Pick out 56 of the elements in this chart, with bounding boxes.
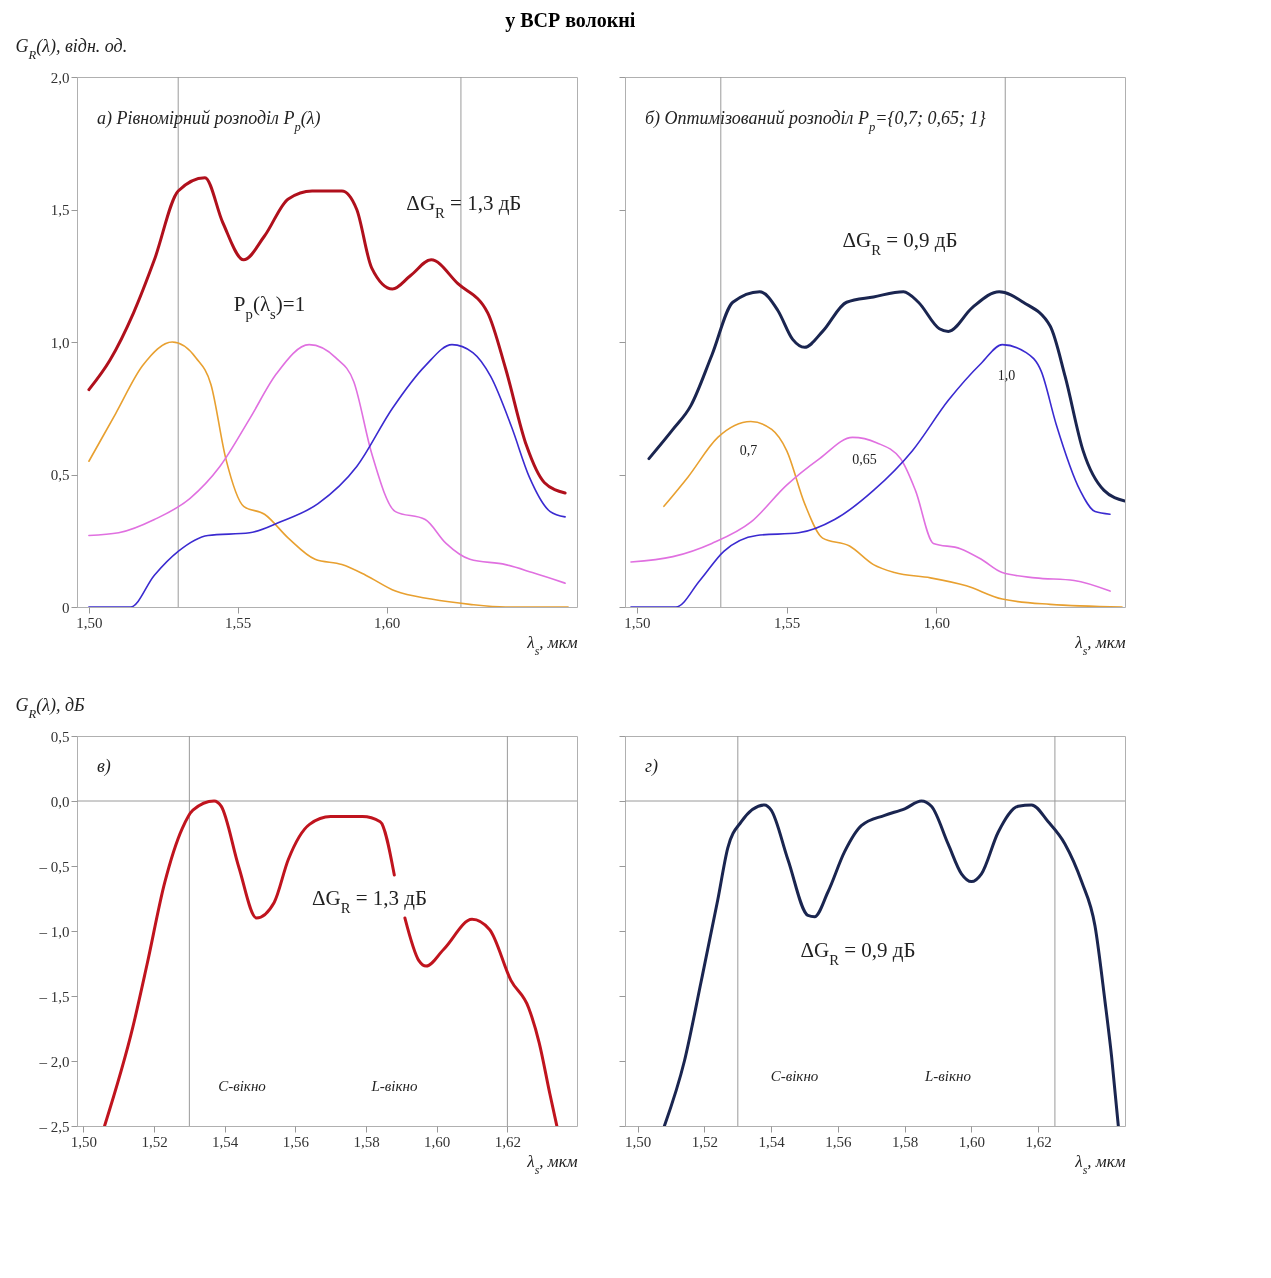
x-tick-label: 1,62 — [1025, 1133, 1052, 1150]
x-tick-label: 1,50 — [76, 614, 103, 631]
x-tick-label: 1,52 — [141, 1133, 168, 1150]
x-axis-title: λ$_{s}$, мкм — [1074, 1151, 1126, 1177]
annotation: б) Оптимізований розподіл P$_{p}$={0,7; 0,65; 1} — [645, 108, 987, 135]
y-tick-label: 0,5 — [50, 467, 70, 483]
x-tick-label: 1,55 — [225, 614, 252, 631]
x-tick-label: 1,50 — [70, 1133, 97, 1150]
x-axis-title: λ$_{s}$, мкм — [1074, 632, 1126, 658]
annotation: в) — [97, 756, 111, 778]
annotation: P$_{p}$(λ$_{s}$)=1 — [233, 291, 306, 322]
y-tick-label: 2,0 — [50, 69, 70, 86]
y-tick-label: 1,5 — [50, 202, 70, 218]
annotation: а) Рівномірний розподіл P$_{p}$(λ) — [97, 108, 321, 135]
annotation: 0,7 — [739, 442, 758, 458]
annotation: ΔG$_{R}$ = 1,3 дБ — [406, 191, 522, 222]
y-tick-label: – 2,0 — [38, 1053, 70, 1070]
x-tick-label: 1,56 — [282, 1133, 310, 1150]
annotation: L-вікно — [370, 1077, 418, 1094]
y-tick-label: – 1,5 — [38, 988, 70, 1005]
x-tick-label: 1,55 — [774, 614, 801, 631]
annotation: ΔG$_{R}$ = 0,9 дБ — [842, 228, 958, 259]
x-tick-label: 1,60 — [923, 614, 950, 631]
annotation: C-вікно — [770, 1068, 819, 1085]
x-tick-label: 1,54 — [212, 1133, 239, 1150]
annotation: г) — [645, 756, 659, 778]
y-tick-label: – 1,0 — [38, 923, 70, 940]
y-axis-title: G$_{R}$(λ), дБ — [15, 694, 86, 721]
chart-title: у ВСР волокні — [505, 8, 636, 32]
x-tick-label: 1,50 — [624, 614, 651, 631]
x-tick-label: 1,58 — [892, 1133, 919, 1150]
x-tick-label: 1,58 — [353, 1133, 380, 1150]
y-tick-label: 1,0 — [50, 334, 70, 351]
annotation: ΔG$_{R}$ = 0,9 дБ — [800, 937, 916, 968]
x-tick-label: 1,62 — [494, 1133, 522, 1150]
x-tick-label: 1,52 — [691, 1133, 719, 1150]
y-tick-label: – 2,5 — [38, 1118, 70, 1135]
x-tick-label: 1,60 — [373, 614, 401, 631]
y-tick-label: 0 — [62, 599, 70, 616]
y-axis-title: G$_{R}$(λ), відн. од. — [15, 35, 128, 62]
x-tick-label: 1,60 — [958, 1133, 986, 1150]
y-tick-label: – 0,5 — [38, 858, 70, 875]
x-axis-title: λ$_{s}$, мкм — [526, 632, 578, 658]
x-tick-label: 1,56 — [825, 1133, 853, 1150]
y-tick-label: 0,0 — [50, 793, 70, 810]
x-tick-label: 1,50 — [625, 1133, 652, 1150]
y-tick-label: 0,5 — [50, 728, 70, 745]
x-tick-label: 1,60 — [424, 1133, 451, 1150]
x-tick-label: 1,54 — [758, 1133, 786, 1150]
annotation: C-вікно — [218, 1077, 267, 1094]
line-series — [87, 176, 567, 495]
annotation: 1,0 — [997, 368, 1016, 384]
annotation: 0,65 — [852, 451, 877, 467]
x-axis-title: λ$_{s}$, мкм — [526, 1151, 578, 1177]
annotation: ΔG$_{R}$ = 1,3 дБ — [311, 885, 428, 916]
annotation: L-вікно — [924, 1068, 972, 1085]
